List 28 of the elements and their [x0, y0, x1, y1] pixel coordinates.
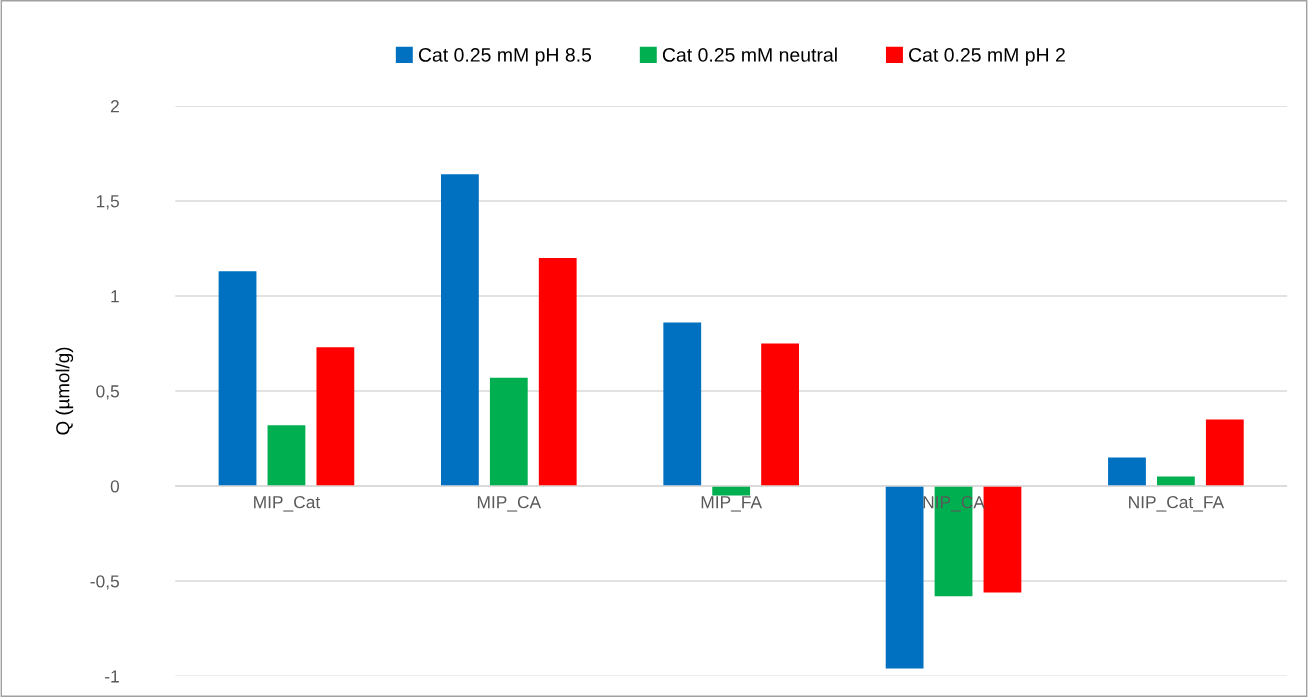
bar: [489, 377, 528, 487]
x-tick-label: MIP_Cat: [254, 496, 321, 512]
y-tick-label: -1: [105, 670, 119, 683]
bar: [1108, 457, 1146, 487]
bar: [538, 257, 577, 487]
legend-label: Cat 0.25 mM pH 8.5: [418, 48, 592, 66]
y-tick-label: 2: [110, 100, 119, 113]
bar: [1205, 419, 1244, 487]
x-tick-label: NIP_Cat_FA: [1129, 496, 1225, 512]
bar: [218, 271, 257, 487]
legend-label: Cat 0.25 mM pH 2: [909, 48, 1065, 66]
bar: [316, 347, 355, 487]
bar: [663, 322, 702, 487]
x-tick-label: MIP_FA: [701, 496, 763, 512]
x-tick-label: MIP_CA: [477, 496, 542, 512]
y-tick-label: -0,5: [90, 575, 119, 590]
bar: [983, 486, 1022, 593]
y-tick-label: 1,5: [96, 195, 119, 210]
y-tick-label: 1: [111, 290, 119, 303]
bar: [885, 486, 924, 669]
legend-label: Cat 0.25 mM neutral: [662, 47, 837, 62]
bar: [712, 486, 751, 496]
y-tick-label: 0: [110, 480, 120, 493]
bar: [440, 174, 479, 487]
bar: [761, 343, 799, 487]
bar: [267, 425, 306, 487]
y-tick-label: 0,5: [96, 385, 119, 400]
y-axis-title: Q (µmol/g): [55, 347, 74, 435]
